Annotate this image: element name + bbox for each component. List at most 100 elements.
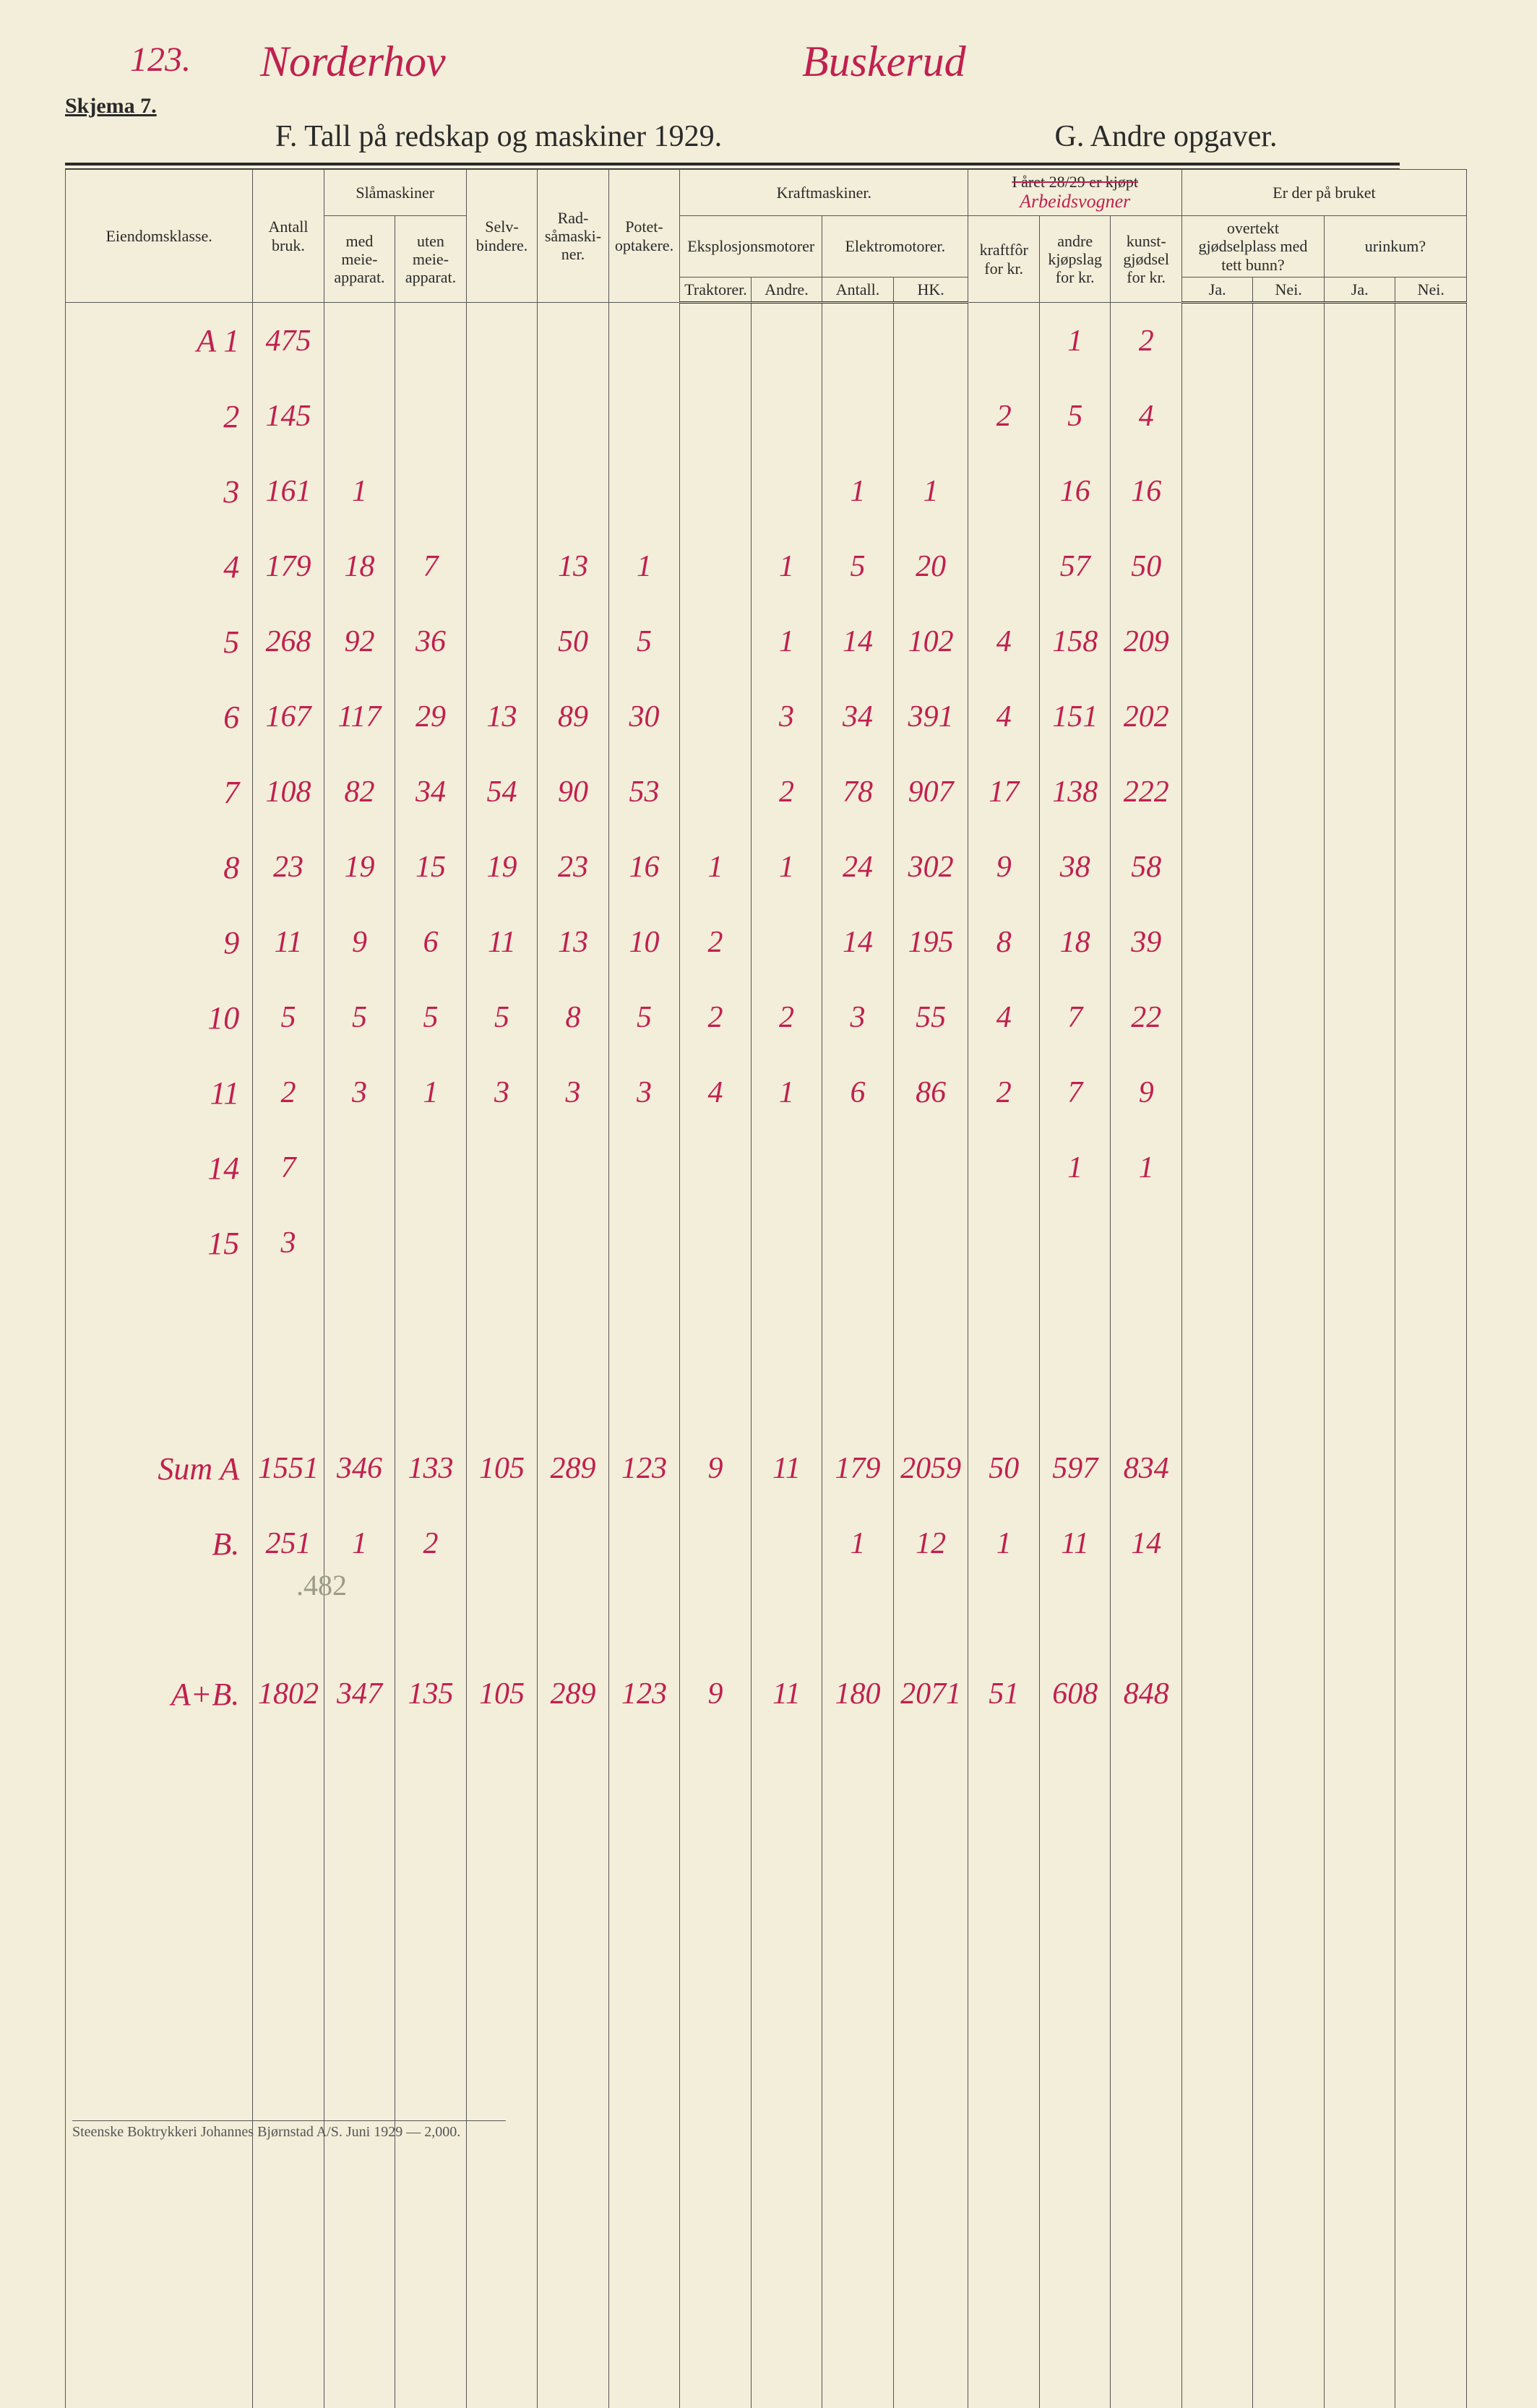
cell: 7 <box>395 529 467 604</box>
cell <box>1395 1882 1467 1957</box>
cell: 3 <box>751 679 822 754</box>
section-title-row: F. Tall på redskap og maskiner 1929. G. … <box>65 119 1400 154</box>
cell: 16 <box>1111 454 1182 529</box>
cell: 89 <box>538 679 609 754</box>
cell <box>1111 2258 1182 2333</box>
hdr-antall-bruk: Antall bruk. <box>253 170 324 303</box>
cell <box>466 1281 538 1356</box>
cell <box>893 1205 968 1281</box>
cell <box>822 2333 894 2408</box>
cell <box>1253 1957 1325 2032</box>
cell <box>253 1882 324 1957</box>
row-label: 8 <box>66 830 253 905</box>
cell: 86 <box>893 1055 968 1130</box>
cell <box>1395 1281 1467 1356</box>
cell: 834 <box>1111 1431 1182 1506</box>
cell <box>253 1281 324 1356</box>
row-label: 5 <box>66 604 253 679</box>
cell: 5 <box>608 980 680 1055</box>
cell <box>395 1281 467 1356</box>
cell: 90 <box>538 754 609 830</box>
cell: 1 <box>751 529 822 604</box>
cell <box>538 1205 609 1281</box>
cell <box>1324 1656 1395 1732</box>
cell <box>466 2333 538 2408</box>
cell <box>1181 2107 1253 2183</box>
cell: 151 <box>1039 679 1111 754</box>
cell <box>893 2032 968 2107</box>
table-row <box>66 1732 1467 1807</box>
cell <box>822 1356 894 1431</box>
table-row: A+B.180234713510528912391118020715160884… <box>66 1656 1467 1732</box>
cell <box>1253 1205 1325 1281</box>
cell: 289 <box>538 1431 609 1506</box>
row-label: A 1 <box>66 303 253 379</box>
cell: 102 <box>893 604 968 679</box>
table-row: 6167117291389303343914151202 <box>66 679 1467 754</box>
cell <box>1324 1732 1395 1807</box>
cell <box>66 2183 253 2258</box>
cell: 92 <box>324 604 395 679</box>
cell <box>253 2333 324 2408</box>
cell: 30 <box>608 679 680 754</box>
cell <box>680 454 752 529</box>
cell <box>538 1581 609 1656</box>
cell <box>324 2107 395 2183</box>
cell <box>968 303 1040 379</box>
cell <box>1253 1130 1325 1205</box>
cell <box>66 2258 253 2333</box>
cell: 289 <box>538 1656 609 1732</box>
cell <box>822 1732 894 1807</box>
row-label: 10 <box>66 980 253 1055</box>
cell <box>1395 1055 1467 1130</box>
cell <box>893 2183 968 2258</box>
cell <box>1324 1356 1395 1431</box>
cell <box>538 2032 609 2107</box>
table-row <box>66 1807 1467 1882</box>
cell: 2 <box>968 1055 1040 1130</box>
cell <box>324 303 395 379</box>
cell: 57 <box>1039 529 1111 604</box>
cell <box>1111 2107 1182 2183</box>
table-row <box>66 2333 1467 2408</box>
cell: 1 <box>751 604 822 679</box>
cell <box>1395 980 1467 1055</box>
cell <box>680 1882 752 1957</box>
cell <box>1039 1732 1111 1807</box>
cell <box>680 2258 752 2333</box>
cell: 5 <box>324 980 395 1055</box>
cell <box>1111 1281 1182 1356</box>
cell <box>395 1581 467 1656</box>
cell <box>1324 2333 1395 2408</box>
cell <box>680 2333 752 2408</box>
cell <box>66 2333 253 2408</box>
hdr-kunst: kunst-gjødsel for kr. <box>1111 216 1182 303</box>
cell <box>1253 303 1325 379</box>
cell <box>608 1356 680 1431</box>
cell: 4 <box>968 980 1040 1055</box>
cell: 158 <box>1039 604 1111 679</box>
cell <box>66 1882 253 1957</box>
cell <box>253 2258 324 2333</box>
row-label: 14 <box>66 1130 253 1205</box>
cell: 19 <box>324 830 395 905</box>
cell: 2 <box>253 1055 324 1130</box>
cell <box>1324 980 1395 1055</box>
cell: 5 <box>822 529 894 604</box>
cell <box>968 1205 1040 1281</box>
cell <box>1395 529 1467 604</box>
table-row <box>66 1882 1467 1957</box>
hdr-kjopt-hand: Arbeidsvogner <box>973 191 1177 212</box>
row-label: Sum A <box>66 1431 253 1506</box>
cell <box>751 379 822 454</box>
cell: 9 <box>680 1656 752 1732</box>
cell <box>466 379 538 454</box>
cell <box>1324 1281 1395 1356</box>
cell <box>1111 1732 1182 1807</box>
cell <box>822 1205 894 1281</box>
cell: 3 <box>538 1055 609 1130</box>
cell <box>680 1281 752 1356</box>
cell: 3 <box>253 1205 324 1281</box>
hdr-selvbindere: Selv-bindere. <box>466 170 538 303</box>
cell <box>751 2333 822 2408</box>
